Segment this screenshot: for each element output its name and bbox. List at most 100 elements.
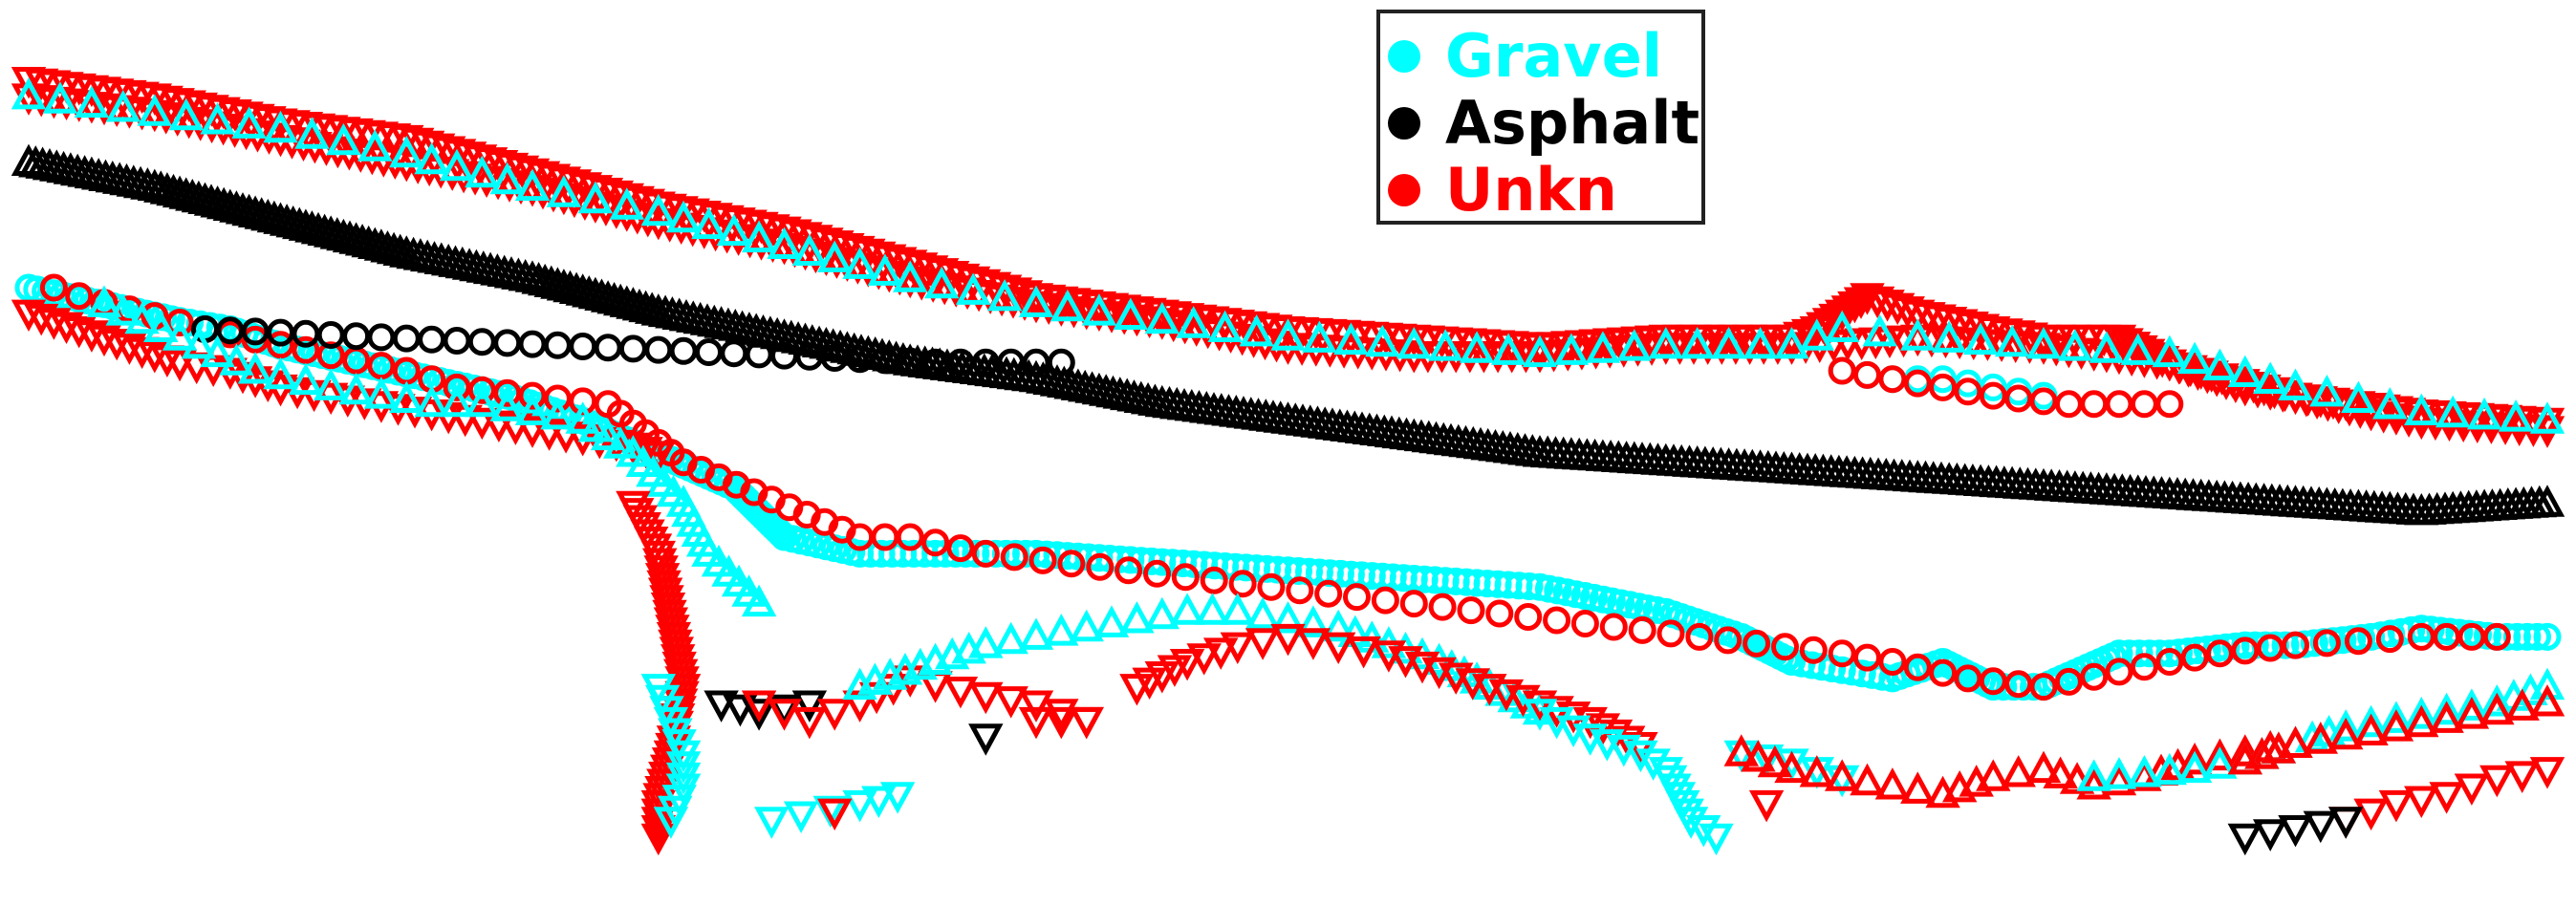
point-asphalt-circle [720, 339, 748, 368]
point-gravel-triangle-up [2327, 709, 2364, 742]
point-gravel-triangle-up [11, 76, 47, 110]
point-unkn-triangle-down [2429, 782, 2464, 814]
point-unkn-circle [1929, 658, 1958, 687]
point-gravel-triangle-up [1585, 331, 1621, 363]
point-unkn-triangle-down [791, 706, 828, 740]
point-asphalt-circle [443, 327, 471, 355]
point-unkn-triangle-down [1879, 292, 1916, 326]
point-gravel-triangle-up [2454, 688, 2490, 721]
point-gravel-circle [2212, 633, 2240, 661]
point-unkn-circle [1685, 622, 1714, 651]
point-unkn-triangle-up [2479, 692, 2515, 725]
point-unkn-circle [241, 325, 270, 354]
point-gravel-circle [2105, 639, 2133, 668]
point-unkn-triangle-down [1346, 636, 1381, 669]
point-unkn-circle [1903, 369, 1932, 398]
point-unkn-triangle-up [1976, 759, 2011, 791]
point-gravel-circle [2125, 639, 2154, 668]
point-unkn-circle [2080, 662, 2109, 691]
point-unkn-triangle-down [1843, 287, 1879, 319]
point-unkn-circle [1171, 563, 1200, 592]
point-asphalt-circle [392, 324, 421, 353]
point-unkn-circle [1979, 667, 2007, 696]
point-gravel-triangle-up [1490, 333, 1526, 365]
point-unkn-triangle-down [1069, 706, 1104, 740]
point-unkn-triangle-up [2504, 688, 2540, 721]
point-unkn-circle [2054, 390, 2083, 419]
point-gravel-triangle-up [1176, 306, 1211, 338]
point-gravel-triangle-up [162, 318, 198, 351]
point-unkn-triangle-down [640, 798, 677, 831]
point-gravel-triangle-up [514, 168, 551, 202]
point-unkn-triangle-up [2378, 709, 2414, 742]
point-unkn-triangle-down [525, 178, 561, 210]
point-unkn-circle [1000, 543, 1028, 572]
point-gravel-triangle-up [200, 334, 235, 368]
point-unkn-circle [1228, 570, 1257, 598]
point-unkn-circle [1853, 360, 1881, 389]
point-gravel-triangle-down [1673, 807, 1709, 839]
point-unkn-triangle-up [1799, 755, 1835, 787]
point-unkn-circle [493, 378, 522, 407]
point-gravel-triangle-up [2466, 397, 2502, 430]
point-gravel-triangle-up [640, 193, 677, 226]
point-asphalt-circle [644, 335, 673, 364]
point-unkn-triangle-down [968, 681, 1004, 715]
point-unkn-circle [2231, 636, 2260, 665]
point-gravel-circle [2445, 618, 2474, 647]
point-unkn-circle [1714, 626, 1743, 655]
point-asphalt-circle [695, 338, 723, 366]
point-unkn-circle [443, 373, 471, 401]
point-asphalt-circle [367, 323, 396, 352]
point-gravel-triangle-up [2404, 697, 2439, 729]
point-unkn-triangle-down [798, 241, 833, 274]
point-gravel-triangle-up [1320, 609, 1356, 642]
point-gravel-triangle-up [2127, 755, 2162, 787]
point-unkn-circle [1954, 664, 1982, 693]
point-unkn-circle [2344, 627, 2372, 656]
point-unkn-circle [2080, 390, 2109, 419]
point-gravel-triangle-up [439, 148, 475, 182]
point-unkn-circle [1086, 552, 1115, 581]
point-gravel-triangle-up [665, 200, 702, 233]
point-unkn-circle [2029, 387, 2058, 416]
point-gravel-triangle-up [1044, 614, 1079, 646]
point-gravel-triangle-up [2372, 387, 2408, 420]
point-gravel-circle [1515, 572, 1544, 600]
point-gravel-triangle-up [514, 393, 551, 425]
point-unkn-circle [946, 534, 975, 563]
point-gravel-triangle-up [791, 233, 828, 266]
point-gravel-triangle-up [1093, 605, 1130, 637]
point-gravel-triangle-up [1239, 313, 1274, 347]
point-gravel-triangle-up [816, 240, 853, 272]
point-unkn-triangle-down [98, 329, 135, 361]
point-gravel-circle [2300, 629, 2328, 658]
point-gravel-triangle-down [783, 801, 819, 833]
point-unkn-circle [2105, 658, 2133, 686]
point-gravel-triangle-up [2353, 704, 2389, 738]
point-unkn-triangle-up [2303, 722, 2339, 754]
point-gravel-triangle-up [2378, 701, 2414, 733]
point-unkn-triangle-down [462, 144, 498, 177]
point-unkn-circle [1257, 572, 1286, 601]
point-unkn-triangle-down [1597, 719, 1634, 752]
point-unkn-circle [2312, 629, 2341, 658]
point-unkn-triangle-down [1295, 628, 1331, 660]
point-gravel-triangle-up [357, 129, 393, 162]
point-gravel-circle [2348, 624, 2376, 652]
point-gravel-triangle-down [1699, 823, 1734, 856]
legend-entry-gravel: Gravel [1380, 23, 1701, 90]
point-unkn-triangle-down [993, 686, 1028, 719]
point-gravel-triangle-up [414, 141, 449, 175]
point-gravel-circle [2328, 626, 2357, 655]
point-gravel-triangle-up [231, 106, 267, 139]
point-unkn-circle [316, 341, 345, 370]
point-gravel-triangle-up [1648, 326, 1684, 359]
point-unkn-triangle-down [577, 191, 614, 224]
point-gravel-circle [962, 539, 990, 568]
point-gravel-triangle-up [1962, 322, 1999, 356]
point-asphalt-triangle-down [968, 723, 1004, 756]
point-unkn-triangle-down [1837, 291, 1872, 324]
point-gravel-circle [2502, 622, 2531, 651]
point-gravel-circle [2523, 622, 2551, 651]
